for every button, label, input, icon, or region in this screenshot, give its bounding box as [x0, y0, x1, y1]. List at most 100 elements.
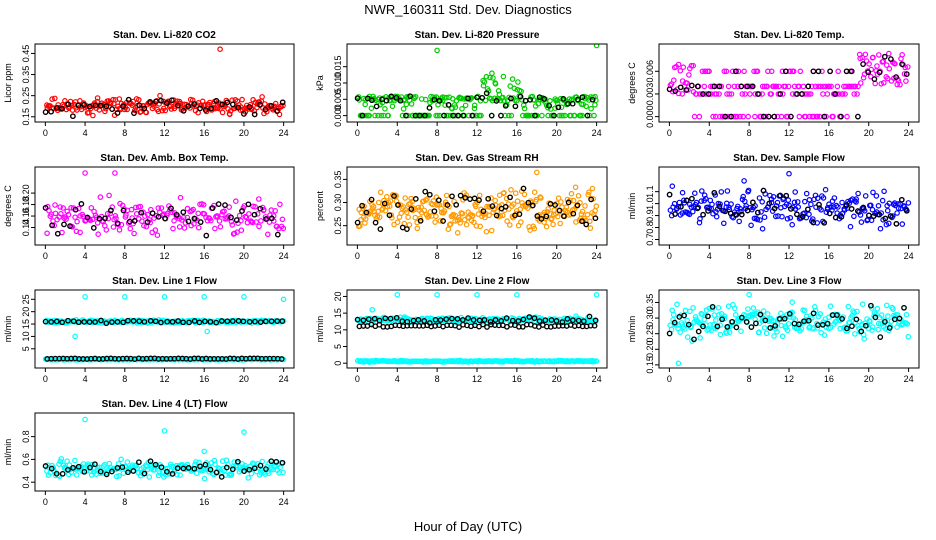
data-point	[575, 96, 581, 103]
data-point	[875, 203, 882, 209]
data-point	[770, 194, 777, 200]
data-point	[202, 107, 209, 113]
data-point	[538, 195, 544, 201]
data-point	[759, 199, 766, 205]
data-point	[771, 333, 777, 339]
data-point	[97, 102, 104, 109]
data-point	[246, 318, 253, 325]
data-point	[805, 206, 811, 213]
data-point	[779, 68, 786, 75]
data-point	[556, 207, 563, 214]
data-point	[883, 62, 890, 68]
data-point	[414, 225, 421, 232]
data-point	[808, 83, 815, 90]
data-point	[434, 47, 440, 54]
data-point	[213, 319, 220, 326]
data-point	[830, 113, 836, 120]
data-point	[233, 198, 239, 205]
data-point	[103, 227, 110, 233]
data-point	[584, 112, 591, 119]
data-point	[690, 305, 696, 311]
x-axis-label: Hour of Day (UTC)	[414, 519, 522, 534]
data-point	[790, 68, 797, 75]
data-point	[412, 214, 419, 221]
data-point	[684, 80, 691, 87]
data-point	[92, 102, 99, 109]
y-tick-label: 0.20	[645, 341, 655, 359]
data-point	[177, 194, 184, 201]
data-point	[480, 321, 486, 328]
data-point	[279, 216, 286, 223]
data-point	[65, 211, 72, 218]
x-tick-label: 4	[395, 251, 400, 261]
data-point	[705, 204, 711, 211]
data-point	[860, 61, 866, 67]
data-point	[532, 112, 538, 119]
data-point	[763, 330, 770, 337]
data-point	[898, 196, 905, 203]
data-point	[164, 100, 170, 106]
y-tick-label: 0.4	[21, 476, 31, 489]
data-point	[531, 225, 538, 232]
data-point	[382, 315, 389, 322]
data-point	[710, 113, 716, 120]
data-point	[746, 291, 752, 298]
data-point	[53, 470, 60, 477]
data-point	[675, 61, 682, 68]
data-point	[407, 93, 413, 100]
x-tick-label: 4	[707, 128, 712, 138]
data-point	[691, 113, 698, 120]
y-axis-label: ml/min	[627, 193, 637, 220]
data-point	[256, 223, 262, 230]
data-point	[565, 199, 572, 206]
data-point	[107, 100, 114, 107]
data-point	[858, 328, 865, 335]
data-point	[545, 206, 551, 212]
data-point	[177, 472, 183, 478]
data-point	[838, 113, 844, 120]
data-point	[502, 203, 509, 210]
data-point	[359, 202, 365, 209]
data-point	[387, 315, 394, 322]
data-point	[859, 301, 866, 308]
data-point	[229, 222, 236, 228]
data-point	[155, 213, 162, 220]
data-point	[469, 112, 476, 119]
data-point	[57, 204, 64, 210]
data-point	[580, 318, 587, 325]
x-tick-label: 0	[667, 374, 672, 384]
data-point	[374, 213, 381, 220]
data-point	[201, 293, 208, 300]
data-point	[82, 170, 88, 176]
data-point	[762, 317, 769, 324]
data-point	[202, 318, 208, 325]
data-point	[879, 197, 886, 204]
data-point	[511, 85, 518, 92]
data-point	[727, 210, 734, 217]
data-point	[477, 223, 484, 230]
data-point	[881, 53, 888, 60]
data-point	[563, 204, 570, 211]
data-point	[713, 213, 720, 220]
data-point	[844, 325, 850, 332]
data-point	[834, 312, 840, 318]
data-point	[884, 75, 891, 82]
data-point	[824, 320, 831, 327]
data-point	[155, 472, 162, 479]
data-point	[752, 113, 758, 120]
data-point	[772, 322, 779, 329]
y-axis-label: kPa	[315, 75, 325, 91]
data-point	[72, 457, 78, 464]
data-point	[722, 113, 729, 120]
data-point	[241, 429, 247, 435]
x-tick-label: 20	[864, 251, 874, 261]
data-point	[592, 215, 599, 222]
data-point	[435, 197, 442, 204]
data-point	[185, 218, 192, 225]
data-point	[774, 328, 780, 335]
x-tick-label: 0	[667, 128, 672, 138]
x-tick-label: 20	[864, 374, 874, 384]
chart-panel: Stan. Dev. Gas Stream RH 0 4 8 12 16 20 24 0.25 0…	[315, 153, 608, 261]
data-point	[754, 216, 761, 223]
data-point	[70, 318, 77, 325]
